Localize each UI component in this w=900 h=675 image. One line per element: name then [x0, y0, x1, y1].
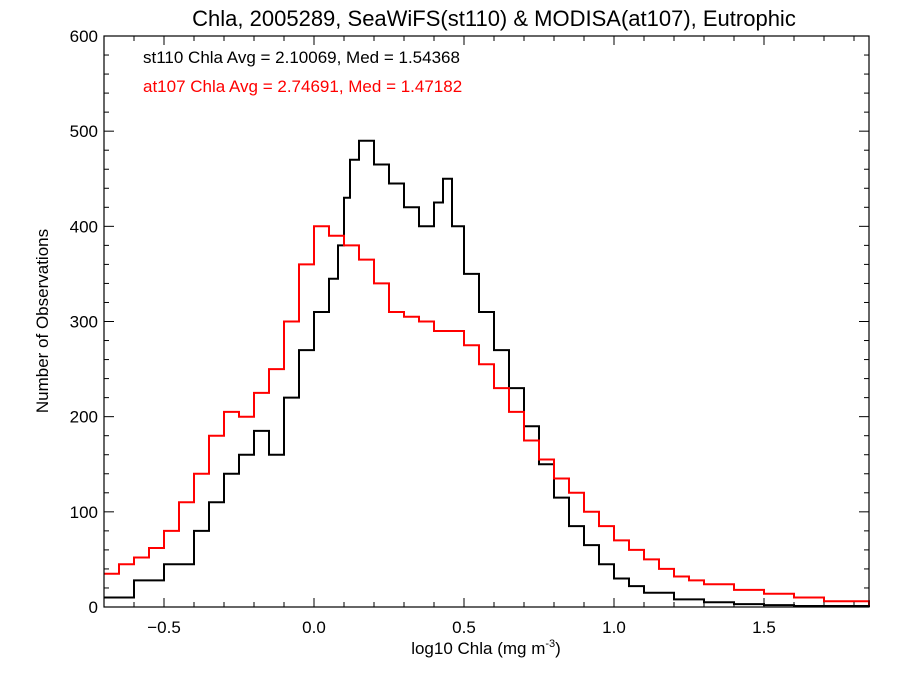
y-tick-label: 400	[70, 217, 98, 236]
x-tick-label: 0.0	[302, 618, 326, 637]
x-axis-label-main: log10 Chla (mg m	[411, 639, 545, 658]
y-tick-label: 300	[70, 313, 98, 332]
histogram-series-1	[104, 225, 870, 606]
y-tick-label: 600	[70, 27, 98, 46]
x-axis: −0.5 0.0 0.5 1.0 1.5	[133, 36, 855, 637]
x-axis-label-superscript: -3	[545, 638, 555, 650]
x-tick-label: 0.5	[452, 618, 476, 637]
y-axis: 0 100 200 300 400 500 600	[70, 27, 869, 617]
x-tick-label: 1.5	[752, 618, 776, 637]
x-axis-label: log10 Chla (mg m-3)	[411, 638, 561, 658]
y-tick-label: 500	[70, 122, 98, 141]
plot-frame	[103, 35, 870, 608]
y-tick-label: 0	[89, 598, 98, 617]
x-tick-label: −0.5	[147, 618, 181, 637]
y-tick-label: 100	[70, 503, 98, 522]
x-axis-label-end: )	[555, 639, 561, 658]
legend-annotation-st110: st110 Chla Avg = 2.10069, Med = 1.54368	[143, 48, 460, 67]
y-axis-label: Number of Observations	[33, 229, 52, 413]
x-tick-label: 1.0	[602, 618, 626, 637]
plot-series-group	[104, 139, 870, 607]
histogram-series-0	[104, 139, 870, 607]
legend-annotation-at107: at107 Chla Avg = 2.74691, Med = 1.47182	[143, 77, 462, 96]
chart-title: Chla, 2005289, SeaWiFS(st110) & MODISA(a…	[192, 6, 796, 31]
y-tick-label: 200	[70, 408, 98, 427]
